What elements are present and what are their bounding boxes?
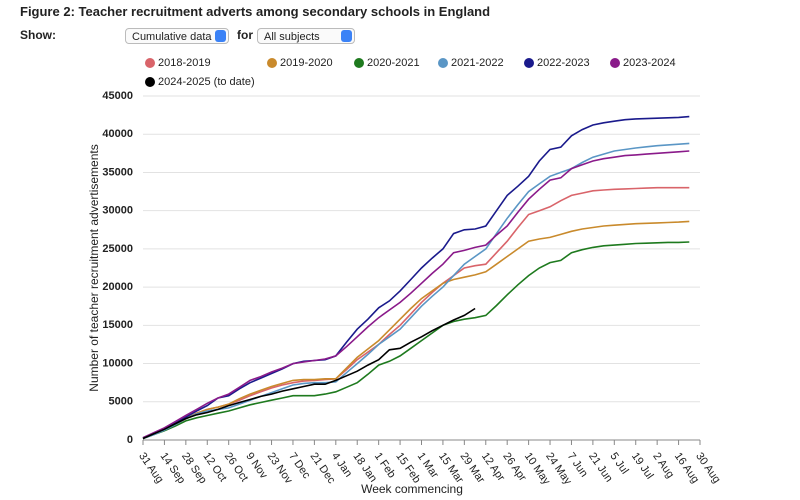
legend-swatch	[610, 58, 620, 68]
y-tick-label: 10000	[102, 357, 133, 369]
legend-swatch	[267, 58, 277, 68]
for-select[interactable]: All subjects	[257, 28, 355, 44]
y-tick-label: 35000	[102, 166, 133, 178]
y-tick-label: 15000	[102, 319, 133, 331]
series-line	[142, 241, 690, 440]
y-axis-label: Number of teacher recruitment advertisem…	[87, 144, 101, 391]
y-tick-label: 5000	[109, 396, 133, 408]
series-line	[142, 115, 690, 439]
legend-label: 2024-2025 (to date)	[158, 76, 255, 88]
y-tick-label: 30000	[102, 205, 133, 217]
legend-label: 2019-2020	[280, 57, 333, 69]
x-tick-label: 2 Aug	[650, 451, 676, 481]
for-label: for	[237, 28, 253, 42]
legend-label: 2020-2021	[367, 57, 420, 69]
legend-label: 2021-2022	[451, 57, 504, 69]
show-value: Cumulative data	[132, 31, 212, 43]
legend-label: 2018-2019	[158, 57, 211, 69]
series-line	[142, 150, 690, 439]
for-value: All subjects	[264, 31, 320, 43]
series-line	[142, 307, 476, 440]
y-tick-label: 20000	[102, 281, 133, 293]
legend-label: 2022-2023	[537, 57, 590, 69]
legend-swatch	[145, 77, 155, 87]
series-line	[142, 142, 690, 440]
legend-swatch	[438, 58, 448, 68]
chart-title: Figure 2: Teacher recruitment adverts am…	[20, 4, 491, 19]
legend-label: 2023-2024	[623, 57, 676, 69]
series-line	[142, 220, 690, 440]
legend-swatch	[145, 58, 155, 68]
legend-swatch	[524, 58, 534, 68]
y-tick-label: 40000	[102, 128, 133, 140]
show-label: Show:	[20, 28, 56, 42]
x-axis-label: Week commencing	[361, 482, 463, 496]
legend-swatch	[354, 58, 364, 68]
y-tick-label: 25000	[102, 243, 133, 255]
y-tick-label: 45000	[102, 90, 133, 102]
select-arrow	[341, 30, 352, 42]
y-tick-label: 0	[127, 434, 133, 446]
select-arrow	[215, 30, 226, 42]
x-tick-label: 19 Jul	[629, 451, 656, 482]
show-select[interactable]: Cumulative data	[125, 28, 229, 44]
